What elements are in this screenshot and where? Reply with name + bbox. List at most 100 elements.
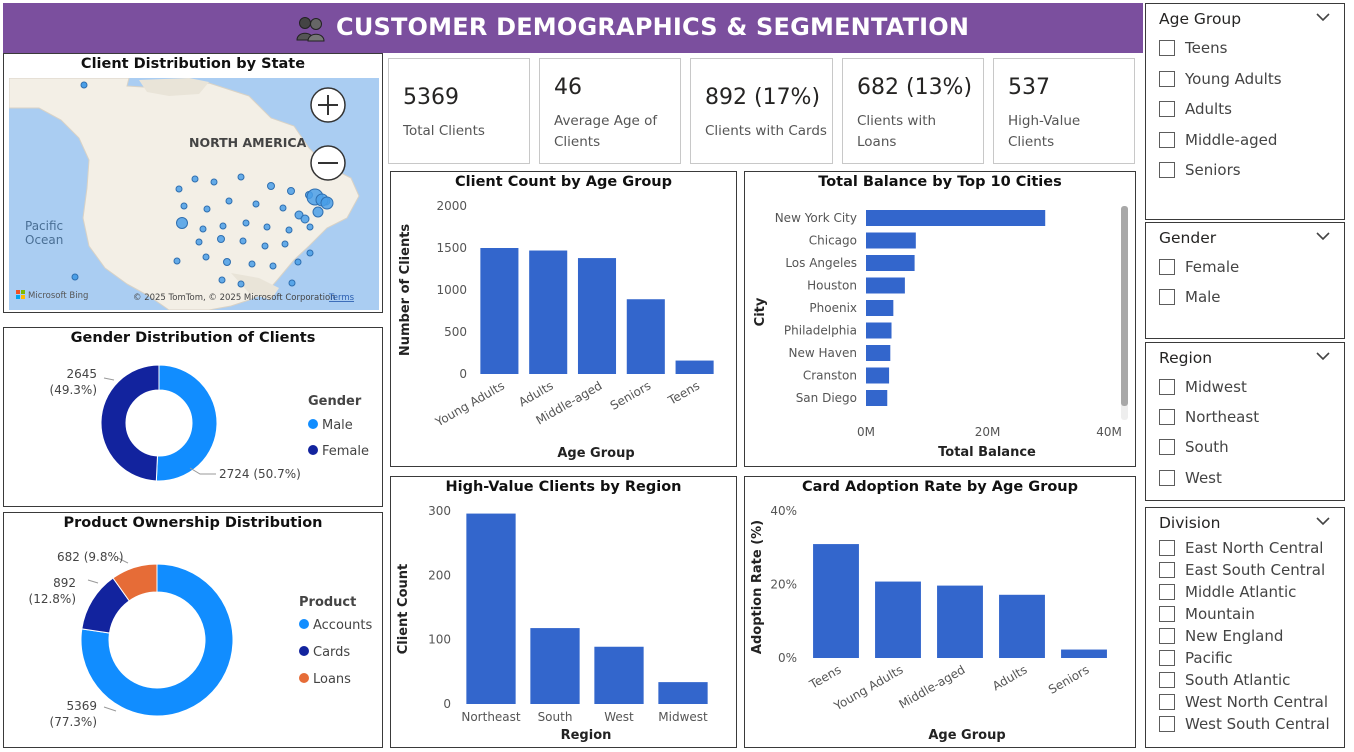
state-marker[interactable] [267,182,275,190]
region-hv-chart[interactable]: 0 100 200 300 Northeast South West Midwest Regi… [391,477,736,747]
state-marker[interactable] [173,257,181,265]
state-marker[interactable] [279,204,287,212]
state-marker[interactable] [223,258,231,266]
checkbox[interactable] [1159,289,1175,305]
slicer-option[interactable]: East North Central [1159,538,1323,558]
state-marker[interactable] [242,219,250,227]
checkbox[interactable] [1159,716,1175,732]
slicer-option[interactable]: Middle Atlantic [1159,582,1296,602]
slicer-option[interactable]: Mountain [1159,604,1255,624]
bar[interactable] [999,594,1045,658]
state-marker[interactable] [288,279,296,287]
state-marker[interactable] [287,187,295,195]
state-marker[interactable] [210,178,218,186]
bar[interactable] [658,682,708,704]
state-marker[interactable] [195,238,203,246]
gender-legend-female[interactable]: Female [322,444,369,459]
bar[interactable] [1061,649,1107,658]
slicer-option[interactable]: West North Central [1159,692,1328,712]
bar[interactable] [937,585,983,658]
bar[interactable] [480,248,519,374]
donut-slice-female[interactable] [100,364,160,482]
checkbox[interactable] [1159,259,1175,275]
slicer-option[interactable]: Adults [1159,99,1232,119]
chevron-down-icon[interactable] [1316,229,1330,243]
state-marker[interactable] [281,240,289,248]
bar[interactable] [577,258,617,374]
bar[interactable] [866,300,894,316]
state-marker[interactable] [252,200,260,208]
state-marker[interactable] [176,217,188,229]
bar[interactable] [866,322,892,339]
bar[interactable] [875,581,921,658]
client-distribution-map[interactable]: NORTH AMERICA Pacific Ocean Microsoft Bi… [9,78,379,310]
checkbox[interactable] [1159,162,1175,178]
kpi-clients-with-loans[interactable]: 682 (13%) Clients with Loans [842,58,984,164]
bar[interactable] [866,345,891,361]
state-marker[interactable] [261,242,269,250]
state-marker[interactable] [263,223,271,231]
product-donut-chart[interactable]: 682 (9.8%) 892 (12.8%) 5369 (77.3%) Prod… [4,513,382,747]
bar[interactable] [529,250,568,374]
kpi-clients-with-cards[interactable]: 892 (17%) Clients with Cards [690,58,833,164]
bar[interactable] [866,210,1046,226]
checkbox[interactable] [1159,562,1175,578]
state-marker[interactable] [219,222,227,230]
chevron-down-icon[interactable] [1316,514,1330,528]
slicer-option[interactable]: New England [1159,626,1283,646]
slicer-option[interactable]: Female [1159,257,1239,277]
slicer-option[interactable]: Seniors [1159,160,1241,180]
bar[interactable] [866,255,915,271]
state-marker[interactable] [203,205,211,213]
slicer-option[interactable]: Middle-aged [1159,130,1277,150]
product-legend-loans[interactable]: Loans [313,672,351,687]
slicer-option[interactable]: Male [1159,287,1221,307]
kpi-average-age[interactable]: 46 Average Age of Clients [539,58,681,164]
state-marker[interactable] [294,258,302,266]
checkbox[interactable] [1159,439,1175,456]
donut-slice-accounts[interactable] [80,563,234,717]
checkbox[interactable] [1159,101,1175,117]
state-marker[interactable] [175,185,183,193]
plus-icon[interactable] [310,87,346,123]
bar[interactable] [813,544,859,658]
slicer-option[interactable]: Northeast [1159,407,1259,427]
checkbox[interactable] [1159,540,1175,556]
state-marker[interactable] [306,223,314,231]
state-marker[interactable] [300,214,310,224]
checkbox[interactable] [1159,606,1175,622]
state-marker[interactable] [248,260,256,268]
bar[interactable] [594,646,644,704]
state-marker[interactable] [180,202,188,210]
kpi-total-clients[interactable]: 5369 Total Clients [388,58,530,164]
state-marker[interactable] [218,276,226,284]
donut-slice-loans[interactable] [112,563,158,602]
slicer-option[interactable]: Pacific [1159,648,1233,668]
state-marker[interactable] [269,262,277,270]
bar[interactable] [626,299,665,374]
checkbox[interactable] [1159,672,1175,688]
checkbox[interactable] [1159,70,1175,87]
checkbox[interactable] [1159,694,1175,710]
map-state-markers[interactable] [173,173,334,288]
state-marker[interactable] [312,206,324,218]
slicer-option[interactable]: Teens [1159,38,1227,58]
map-terms-link[interactable]: Terms [328,293,355,303]
checkbox[interactable] [1159,469,1175,486]
slicer-option[interactable]: East South Central [1159,560,1325,580]
checkbox[interactable] [1159,409,1175,426]
checkbox[interactable] [1159,379,1175,395]
state-marker[interactable] [239,237,247,245]
donut-slice-male[interactable] [155,364,218,482]
product-legend-cards[interactable]: Cards [313,645,350,660]
checkbox[interactable] [1159,628,1175,644]
state-marker[interactable] [199,225,207,233]
gender-legend-male[interactable]: Male [322,418,353,433]
state-marker[interactable] [225,197,233,205]
chart-scrollbar-thumb[interactable] [1121,206,1128,406]
bar[interactable] [530,628,580,704]
state-marker[interactable] [237,173,245,181]
slicer-option[interactable]: South [1159,437,1229,457]
slicer-option[interactable]: West [1159,468,1222,488]
